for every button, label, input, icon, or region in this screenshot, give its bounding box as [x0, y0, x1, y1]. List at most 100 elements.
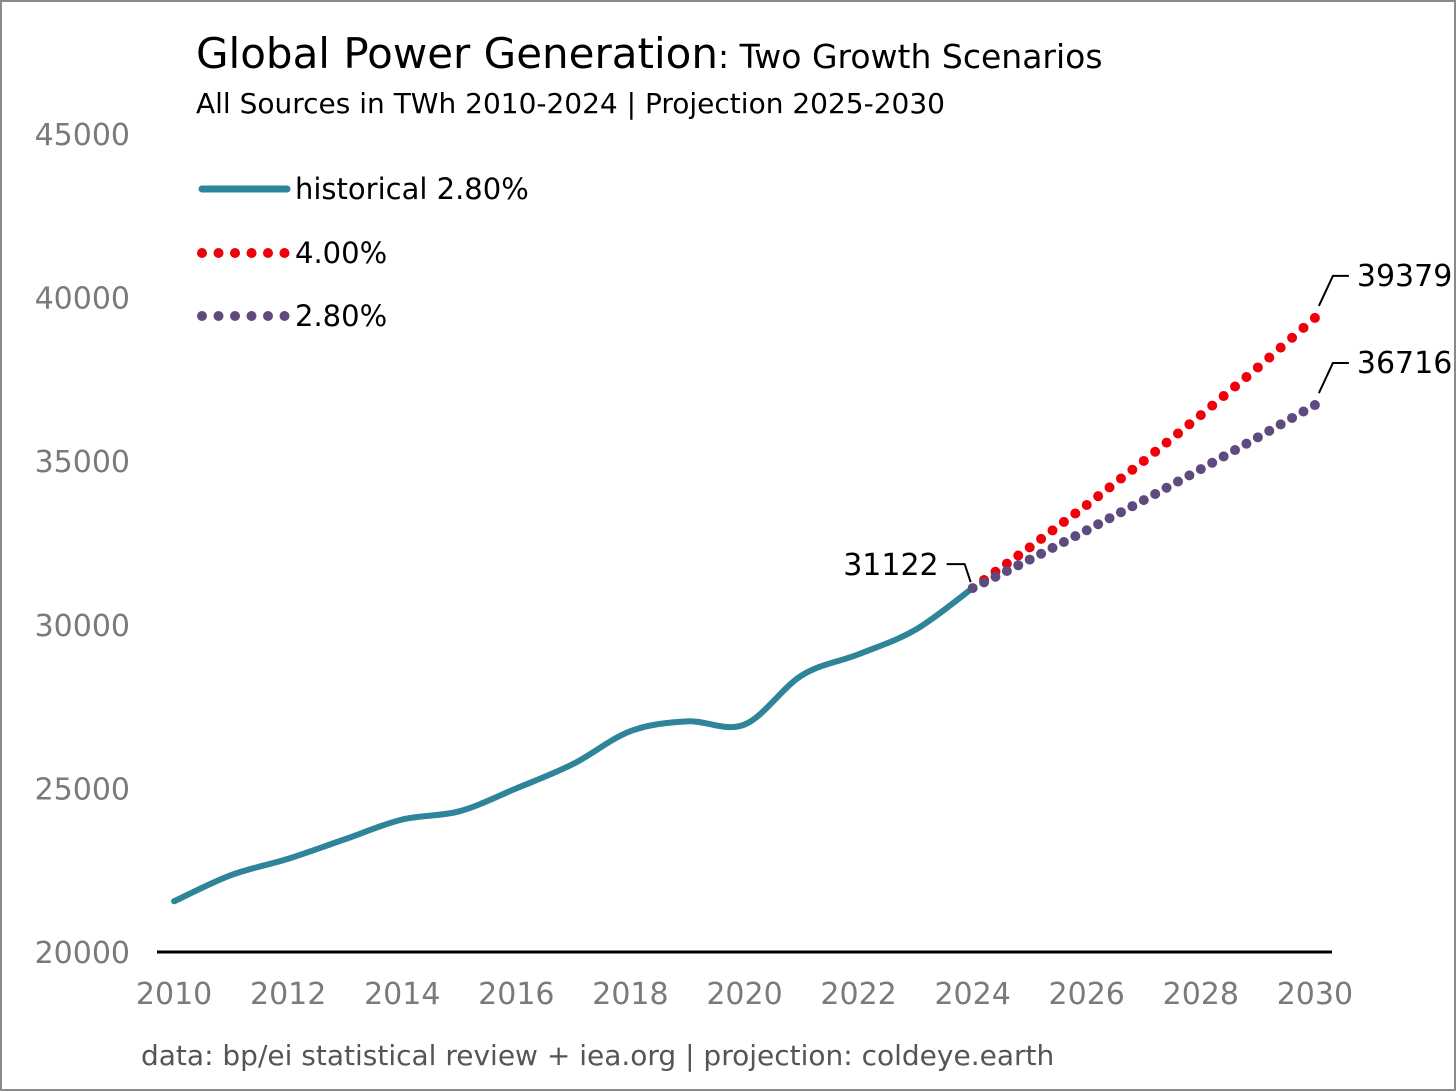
legend-swatch-dot [213, 248, 224, 258]
series-dot [1241, 371, 1252, 382]
series-dot [1241, 438, 1252, 449]
series-dot [1264, 352, 1275, 363]
x-axis-ticks: 2010 2012 2014 2016 2018 2020 2022 2024 2026 2028… [136, 950, 1353, 1012]
series-dot [1024, 542, 1035, 553]
y-tick-label: 30000 [35, 609, 130, 644]
series-dot [1138, 495, 1149, 506]
annotation-label: 36716 [1357, 346, 1452, 381]
x-tick-label: 2026 [1049, 977, 1125, 1012]
legend-swatch-dot [263, 311, 273, 321]
x-tick-label: 2016 [478, 977, 554, 1012]
legend-item: 2.80% [197, 299, 387, 333]
annotation-layer: 31122 39379 36716 [843, 259, 1452, 583]
series-dot [1218, 391, 1229, 402]
series-dot [1207, 457, 1218, 468]
series-dot [1115, 473, 1126, 484]
series-dot [1150, 446, 1161, 457]
legend-item: historical 2.80% [198, 172, 529, 206]
series-dot [1001, 565, 1012, 576]
series-dot [1287, 412, 1298, 423]
series-dot [1036, 548, 1047, 559]
series-dot [1172, 476, 1183, 487]
y-tick-label: 20000 [35, 936, 130, 971]
series-dot [1150, 488, 1161, 499]
series-dots-2 [979, 400, 1320, 588]
junction-point [967, 583, 978, 594]
series-dot [1093, 519, 1104, 530]
series-dot [1093, 491, 1104, 502]
series-dot [1104, 482, 1115, 493]
series-dot [1081, 525, 1092, 536]
series-dot [990, 571, 1001, 582]
series-dot [1275, 342, 1286, 353]
annotation-label: 31122 [843, 548, 938, 583]
series-dot [1287, 332, 1298, 343]
legend-swatch-dot [246, 248, 257, 258]
series-dot [1024, 554, 1035, 565]
series-dot [1298, 322, 1309, 333]
source-note: data: bp/ei statistical review + iea.org… [141, 1039, 1054, 1072]
y-axis-ticks: 20000 25000 30000 35000 40000 45000 [35, 118, 130, 971]
series-dot [1058, 536, 1069, 547]
series-dot [1275, 419, 1286, 430]
y-tick-label: 25000 [35, 772, 130, 807]
x-tick-label: 2028 [1163, 977, 1239, 1012]
chart-title: Global Power Generation: Two Growth Scen… [196, 29, 1103, 78]
y-tick-label: 40000 [35, 282, 130, 317]
series-dot [1252, 432, 1263, 443]
x-tick-label: 2022 [820, 977, 896, 1012]
series-dot [1184, 470, 1195, 481]
series-dot [1195, 410, 1206, 421]
legend-swatch-dot [246, 311, 257, 321]
series-dot [1127, 501, 1138, 512]
series-dot [1058, 516, 1069, 527]
x-tick-label: 2014 [364, 977, 440, 1012]
series-dot [1070, 531, 1081, 542]
annotation-leader [946, 563, 972, 583]
series-dot [1252, 362, 1263, 373]
legend-swatch-dot [213, 311, 224, 321]
series-dot [1081, 499, 1092, 510]
series-dot [1218, 451, 1229, 462]
series-dot [1001, 558, 1012, 569]
series-dot [1264, 425, 1275, 436]
legend-swatch-dot [230, 311, 240, 321]
series-dot [1104, 513, 1115, 524]
legend-label: historical 2.80% [295, 172, 529, 206]
y-tick-label: 35000 [35, 445, 130, 480]
series-dot [1309, 400, 1320, 411]
x-tick-label: 2018 [592, 977, 668, 1012]
series-dot [1230, 445, 1241, 456]
series-dot [1298, 406, 1309, 417]
legend-swatch-dot [230, 248, 240, 258]
series-dot [1230, 381, 1241, 392]
annotation-leader [1317, 362, 1349, 394]
series-dot [1161, 482, 1172, 493]
series-dot [1172, 428, 1183, 439]
series-dot [1070, 508, 1081, 519]
legend-item: 4.00% [197, 236, 387, 270]
series-dots-1 [979, 312, 1320, 585]
y-tick-label: 45000 [35, 118, 130, 153]
chart-subtitle: All Sources in TWh 2010-2024 | Projectio… [196, 87, 945, 120]
legend-label: 4.00% [295, 236, 387, 270]
annotation-leader [1317, 274, 1349, 307]
x-tick-label: 2020 [706, 977, 782, 1012]
series-dot [1115, 507, 1126, 518]
legend: historical 2.80% 4.00% 2.80% [197, 172, 529, 333]
annotation-label: 39379 [1357, 259, 1452, 294]
series-dot [1127, 464, 1138, 475]
series-dot [1161, 437, 1172, 448]
x-tick-label: 2030 [1277, 977, 1353, 1012]
series-dot [979, 577, 990, 588]
series-dot [1036, 533, 1047, 544]
legend-label: 2.80% [295, 299, 387, 333]
series-dot [1207, 400, 1218, 411]
x-tick-label: 2024 [934, 977, 1010, 1012]
series-dot [1047, 542, 1058, 553]
series-dot [1138, 455, 1149, 466]
legend-swatch-dot [263, 248, 273, 258]
series-line-historical [171, 585, 976, 905]
